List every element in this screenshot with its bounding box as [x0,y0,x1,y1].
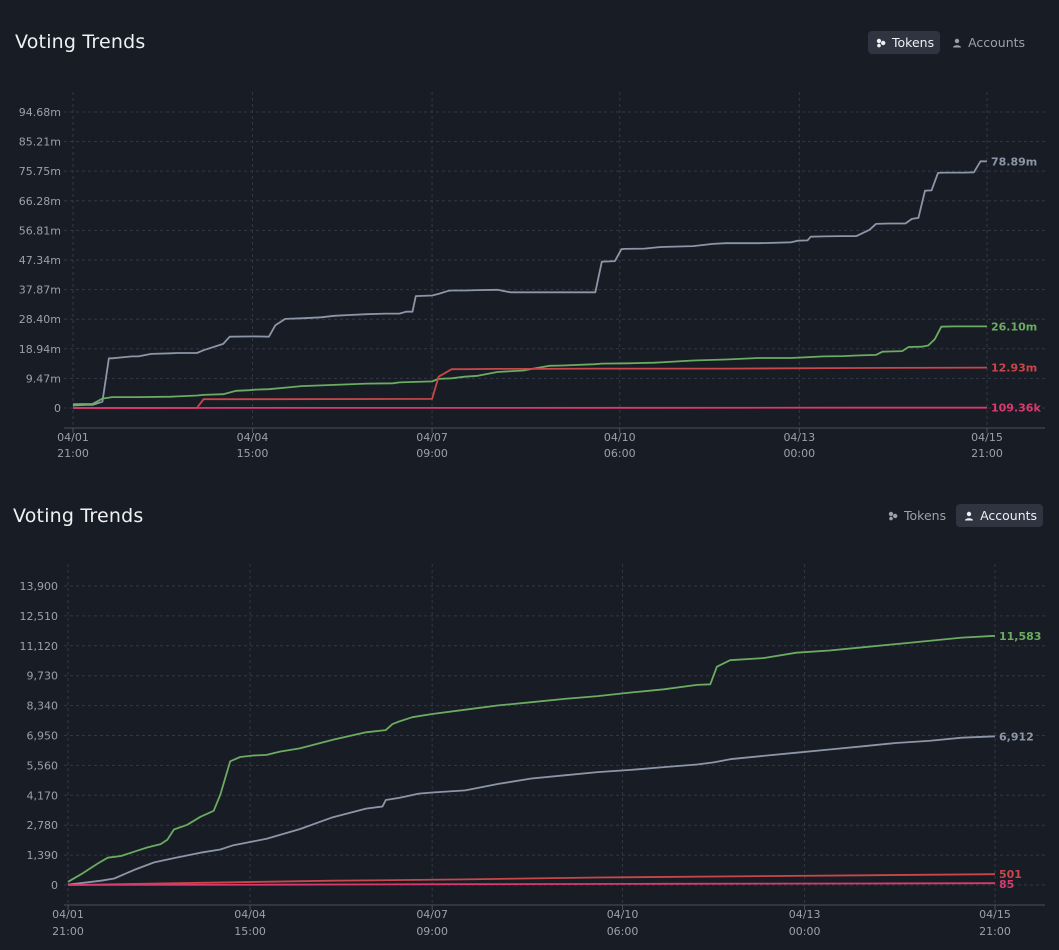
y-tick-label: 1,390 [27,849,59,862]
y-tick-label: 18.94m [19,343,61,356]
x-tick-label-date: 04/15 [979,908,1011,921]
y-tick-label: 11,120 [20,640,59,653]
series-end-label-pink: 109.36k [991,402,1041,415]
x-tick-label-time: 21:00 [971,447,1003,460]
x-tick-label-time: 21:00 [57,447,89,460]
y-tick-label: 37.87m [19,284,61,297]
panel-title: Voting Trends [15,31,146,53]
series-line-gray [67,735,996,886]
tokens-icon [888,511,898,521]
series-end-label-green: 11,583 [999,630,1041,643]
y-tick-label: 66.28m [19,195,61,208]
panel-title: Voting Trends [13,505,144,527]
x-tick-label-date: 04/13 [789,908,821,921]
series-end-label-pink: 85 [999,878,1014,891]
tokens-toggle-button[interactable]: Tokens [880,504,952,527]
accounts-line-chart: 0 1,390 2,780 4,170 5,560 6,950 8,340 9,730 11,1… [20,564,1045,938]
y-tick-label: 2,780 [27,819,59,832]
y-tick-label: 75.75m [19,165,61,178]
x-tick-label-date: 04/01 [57,431,89,444]
series-line-pink [67,882,996,886]
x-tick-label-time: 09:00 [416,447,448,460]
series-line-gray [72,160,988,407]
y-tick-label: 56.81m [19,224,61,237]
x-tick-label-date: 04/15 [971,431,1003,444]
y-tick-label: 94.68m [19,106,61,119]
x-tick-label-time: 15:00 [237,447,269,460]
accounts-toggle-button[interactable]: Accounts [944,31,1031,54]
tokens-icon [876,38,886,48]
accounts-toggle-label: Accounts [980,508,1038,523]
tokens-line-chart: 0 9.47m 18.94m 28.40m 37.87m 47.34m 56.81m 66.2… [19,92,1045,460]
series-line-green [67,634,996,883]
y-tick-label: 6,950 [27,730,59,743]
user-icon [964,511,974,521]
tokens-toggle-label: Tokens [904,508,947,523]
y-tick-label: 9,730 [27,670,59,683]
accounts-toggle-button[interactable]: Accounts [956,504,1044,527]
user-icon [952,38,962,48]
x-tick-label-time: 00:00 [783,447,815,460]
y-tick-label: 9.47m [26,372,61,385]
y-tick-label: 5,560 [27,759,59,772]
metric-toggle: Tokens Accounts [880,504,1044,527]
y-tick-label: 85.21m [19,136,61,149]
voting-trends-panel-tokens: 0 9.47m 18.94m 28.40m 37.87m 47.34m 56.81m 66.2… [0,0,1059,470]
metric-toggle: Tokens Accounts [868,31,1031,54]
y-tick-label: 8,340 [27,700,59,713]
series-line-red [67,873,996,886]
x-tick-label-time: 21:00 [52,925,84,938]
y-tick-label: 47.34m [19,254,61,267]
x-tick-label-date: 04/01 [52,908,84,921]
tokens-toggle-button[interactable]: Tokens [868,31,941,54]
x-tick-label-date: 04/04 [237,431,269,444]
x-tick-label-time: 21:00 [979,925,1011,938]
tokens-toggle-label: Tokens [892,35,935,50]
x-tick-label-time: 09:00 [416,925,448,938]
x-tick-label-time: 06:00 [604,447,636,460]
y-tick-label: 12,510 [20,610,59,623]
y-tick-label: 4,170 [27,789,59,802]
series-end-label-gray: 78.89m [991,155,1037,168]
series-end-label-red: 501 [999,868,1022,881]
series-line-red [72,366,988,409]
x-tick-label-date: 04/10 [607,908,639,921]
x-tick-label-date: 04/04 [234,908,266,921]
series-end-label-green: 26.10m [991,320,1037,333]
series-line-green [72,325,987,406]
x-tick-label-time: 15:00 [234,925,266,938]
x-tick-label-time: 06:00 [607,925,639,938]
voting-trends-panel-accounts: 0 1,390 2,780 4,170 5,560 6,950 8,340 9,730 11,1… [0,478,1059,950]
x-tick-label-date: 04/07 [416,908,448,921]
x-tick-label-time: 00:00 [789,925,821,938]
y-tick-label: 28.40m [19,313,61,326]
accounts-toggle-label: Accounts [968,35,1026,50]
series-end-label-red: 12.93m [991,362,1037,375]
x-tick-label-date: 04/07 [416,431,448,444]
y-tick-label: 0 [51,879,58,892]
series-end-label-gray: 6,912 [999,730,1034,743]
x-tick-label-date: 04/10 [604,431,636,444]
x-tick-label-date: 04/13 [783,431,815,444]
y-tick-label: 13,900 [20,580,59,593]
y-tick-label: 0 [54,402,61,415]
